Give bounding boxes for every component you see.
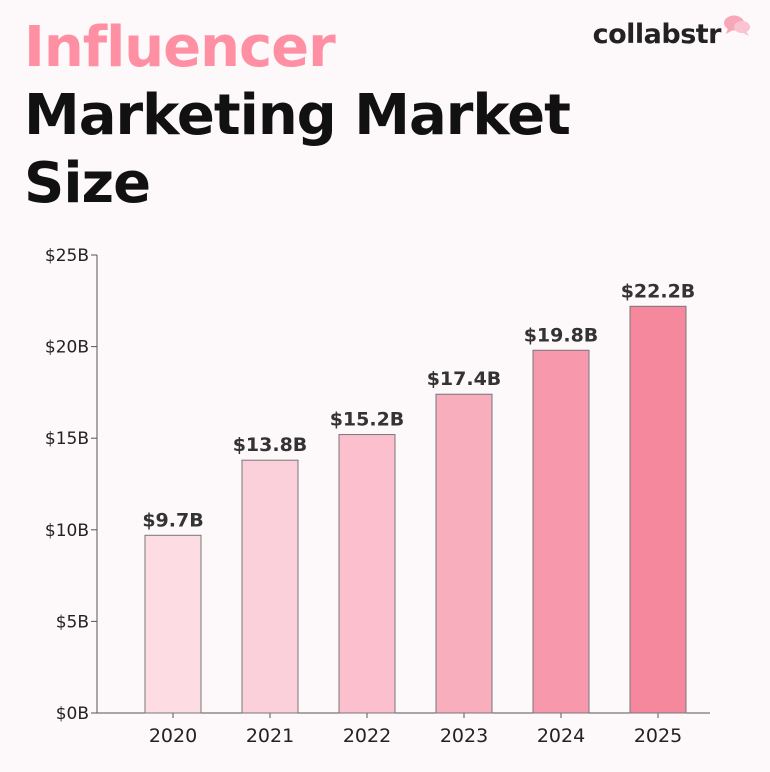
data-label-2025: $22.2B (621, 280, 696, 302)
speech-bubbles-icon (724, 15, 750, 36)
title-line-3: Size (24, 151, 151, 216)
y-tick-label: $15B (45, 429, 89, 449)
data-label-2020: $9.7B (142, 509, 203, 531)
y-tick-label: $10B (45, 521, 89, 541)
y-tick-label: $0B (56, 704, 89, 724)
x-axis: 2020 2021 2022 2023 2024 2025 (97, 712, 710, 747)
y-axis: $0B $5B $10B $15B $20B $25B (45, 246, 98, 724)
chart-title: Influencer Marketing Market Size (24, 14, 571, 218)
x-tick-label-2025: 2025 (634, 725, 682, 747)
y-tick-label: $5B (56, 612, 89, 632)
x-tick-label-2024: 2024 (537, 725, 585, 747)
title-line-2: Marketing Market (24, 83, 571, 148)
x-tick-label-2023: 2023 (440, 725, 488, 747)
x-tick-label-2022: 2022 (343, 725, 391, 747)
data-label-2024: $19.8B (524, 324, 599, 346)
brand-name: collabstr (592, 19, 722, 50)
brand-logo: collabstr (592, 15, 752, 54)
bar-2023 (435, 393, 493, 714)
bar-2021 (241, 459, 299, 714)
bars (144, 305, 687, 714)
bar-2025 (629, 305, 687, 714)
data-label-2021: $13.8B (233, 434, 308, 456)
data-label-2022: $15.2B (330, 409, 405, 431)
bar-2022 (338, 434, 396, 714)
bar-2020 (144, 534, 202, 714)
y-tick-label: $20B (45, 338, 89, 358)
data-labels: $9.7B $13.8B $15.2B $17.4B $19.8B $22.2B (142, 280, 695, 531)
bar-2024 (532, 349, 590, 714)
title-accent-line: Influencer (24, 15, 336, 80)
x-tick-label-2020: 2020 (149, 725, 197, 747)
y-tick-label: $25B (45, 246, 89, 266)
data-label-2023: $17.4B (427, 368, 502, 390)
x-tick-label-2021: 2021 (246, 725, 294, 747)
